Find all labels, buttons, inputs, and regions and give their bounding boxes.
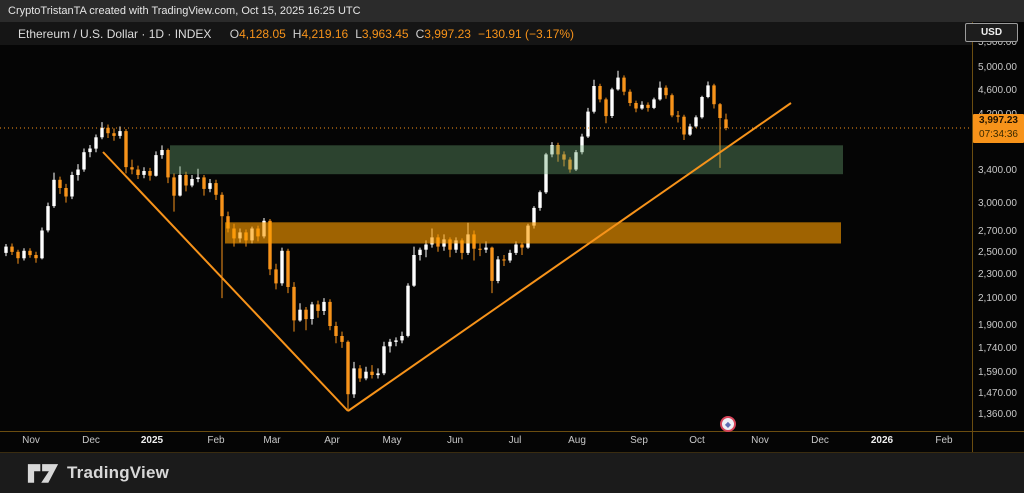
price-axis-label: 2,300.00 xyxy=(978,269,1017,280)
footer-bar: TradingView xyxy=(0,452,1024,493)
price-axis-label: 3,000.00 xyxy=(978,198,1017,209)
close-value: 3,997.23 xyxy=(424,27,471,41)
price-axis-label: 1,900.00 xyxy=(978,320,1017,331)
low-label: L xyxy=(355,27,362,41)
bar-countdown: 07:34:36 xyxy=(979,129,1018,140)
price-axis-label: 2,500.00 xyxy=(978,247,1017,258)
time-scale[interactable]: Nov Dec 2025 Feb Mar Apr May Jun Jul Aug Sep Oct Nov… xyxy=(0,432,972,451)
time-axis-label: Sep xyxy=(630,435,648,446)
time-axis-label: 2025 xyxy=(140,435,164,446)
symbol-title[interactable]: Ethereum / U.S. Dollar · 1D · INDEX xyxy=(18,27,212,41)
ethereum-event-icon[interactable]: ◆ xyxy=(720,416,736,432)
time-axis-label: 2026 xyxy=(870,435,894,446)
time-axis-label: Jun xyxy=(446,435,464,446)
last-price-badge: 3,997.23 07:34:36 xyxy=(973,114,1024,143)
last-price-value: 3,997.23 xyxy=(979,115,1018,126)
time-axis-label: Nov xyxy=(22,435,40,446)
open-label: O xyxy=(229,27,240,41)
time-axis-label: Feb xyxy=(207,435,225,446)
tradingview-logo-link[interactable]: TradingView xyxy=(27,462,169,484)
time-axis-label: Feb xyxy=(935,435,953,446)
high-label: H xyxy=(292,27,302,41)
price-scale[interactable]: 5,500.005,000.004,600.004,200.003,400.00… xyxy=(973,22,1024,431)
price-axis-label: 1,740.00 xyxy=(978,343,1017,354)
symbol-info: Ethereum / U.S. Dollar · 1D · INDEX O4,1… xyxy=(18,26,574,42)
change-value: −130.91 (−3.17%) xyxy=(477,27,575,41)
price-axis-label: 2,100.00 xyxy=(978,293,1017,304)
open-value: 4,128.05 xyxy=(239,27,286,41)
low-value: 3,963.45 xyxy=(361,27,409,41)
time-axis-label: Oct xyxy=(689,435,705,446)
symbol-strip xyxy=(0,22,972,45)
time-axis-label: Jul xyxy=(508,435,522,446)
ethereum-glyph: ◆ xyxy=(724,419,732,429)
close-label: C xyxy=(415,27,425,41)
price-axis-label: 4,600.00 xyxy=(978,85,1017,96)
price-axis-label: 2,700.00 xyxy=(978,226,1017,237)
time-axis-label: Dec xyxy=(811,435,829,446)
attribution-bar: CryptoTristanTA created with TradingView… xyxy=(0,0,1024,22)
time-axis-label: Mar xyxy=(263,435,281,446)
supply-zone-green[interactable] xyxy=(170,145,843,175)
ascending-trendline[interactable] xyxy=(347,102,792,412)
high-value: 4,219.16 xyxy=(301,27,349,41)
demand-zone-orange[interactable] xyxy=(225,222,841,244)
time-axis-label: May xyxy=(382,435,402,446)
price-axis-label: 5,000.00 xyxy=(978,62,1017,73)
tradingview-brand-text: TradingView xyxy=(67,463,170,482)
time-axis-label: Dec xyxy=(82,435,100,446)
descending-trendline[interactable] xyxy=(102,151,349,412)
price-axis-label: 1,470.00 xyxy=(978,388,1017,399)
attribution-text: CryptoTristanTA created with TradingView… xyxy=(8,5,361,17)
tradingview-logo-icon xyxy=(27,464,59,483)
price-axis-label: 1,360.00 xyxy=(978,409,1017,420)
time-axis-label: Apr xyxy=(324,435,340,446)
price-axis-label: 1,590.00 xyxy=(978,367,1017,378)
time-axis-label: Nov xyxy=(751,435,769,446)
price-axis-label: 5,500.00 xyxy=(978,37,1017,48)
currency-toggle-button[interactable]: USD xyxy=(965,23,1018,42)
ohlc-readout: O4,128.05 H4,219.16 L3,963.45 C3,997.23 −130… xyxy=(223,27,574,41)
time-axis-label: Aug xyxy=(568,435,586,446)
price-axis-label: 3,400.00 xyxy=(978,165,1017,176)
